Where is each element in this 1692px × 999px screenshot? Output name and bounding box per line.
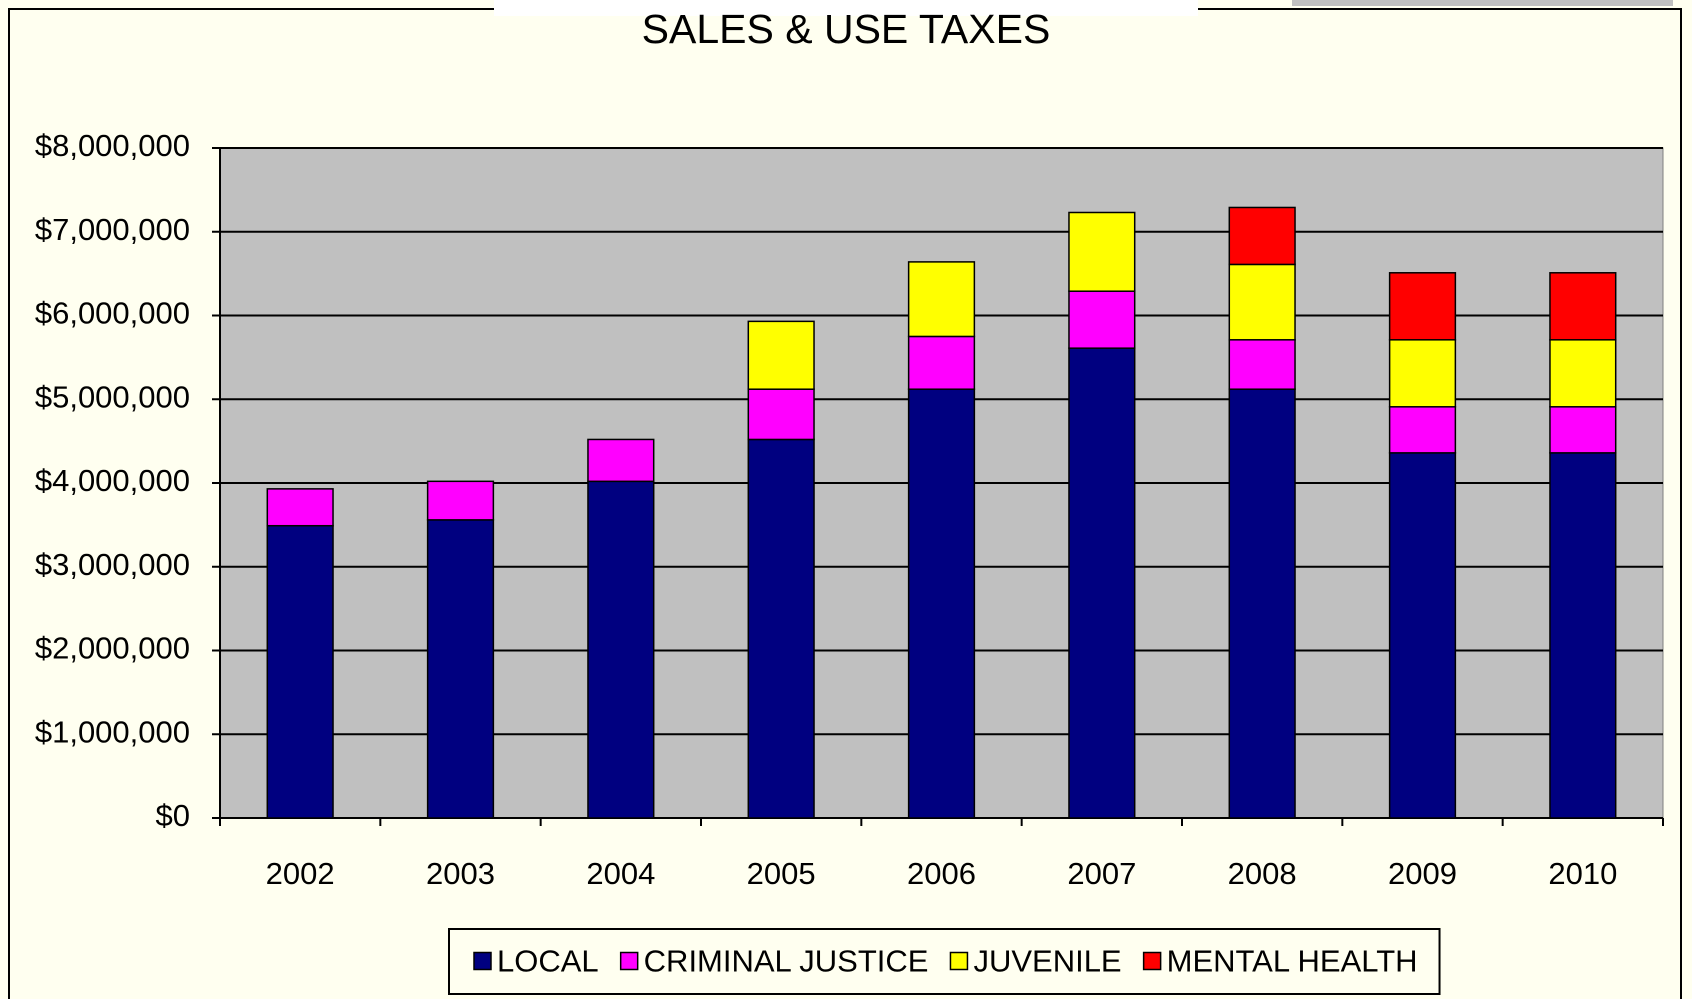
bar-segment xyxy=(1549,339,1617,408)
bar-segment xyxy=(426,480,495,521)
bar-segment xyxy=(747,438,815,819)
legend-label: MENTAL HEALTH xyxy=(1167,944,1418,979)
legend-swatch xyxy=(949,951,969,971)
x-tick-label: 2003 xyxy=(426,856,495,891)
bar-segment xyxy=(1388,339,1457,408)
x-tick-label: 2004 xyxy=(586,856,655,891)
bar-segment xyxy=(587,480,655,819)
x-tick-label: 2005 xyxy=(747,856,816,891)
bar-segment xyxy=(1388,452,1457,819)
x-tick-label: 2008 xyxy=(1228,856,1297,891)
bar-segment xyxy=(1068,347,1136,819)
bar-segment xyxy=(266,524,334,819)
bar-segment xyxy=(1549,272,1617,341)
y-tick-label: $4,000,000 xyxy=(35,463,190,498)
bar-segment xyxy=(907,261,976,338)
legend-swatch xyxy=(1142,951,1162,971)
x-tick-label: 2009 xyxy=(1388,856,1457,891)
bar-segment xyxy=(1388,406,1457,454)
corner-panel xyxy=(1292,0,1673,6)
bar-segment xyxy=(1068,290,1136,349)
x-tick-label: 2006 xyxy=(907,856,976,891)
y-tick-label: $5,000,000 xyxy=(35,379,190,414)
bar-segment xyxy=(266,488,334,527)
legend-label: JUVENILE xyxy=(973,944,1121,979)
legend-swatch xyxy=(473,951,492,971)
x-tick-label: 2007 xyxy=(1067,856,1136,891)
bar-segment xyxy=(1228,206,1296,266)
legend-label: LOCAL xyxy=(497,944,599,979)
bar-segment xyxy=(426,519,495,819)
bar-segment xyxy=(1549,452,1617,819)
y-tick-label: $1,000,000 xyxy=(35,714,190,749)
legend-swatch xyxy=(619,951,639,971)
bar-segment xyxy=(1228,339,1296,390)
bar-segment xyxy=(907,335,976,390)
y-tick-label: $7,000,000 xyxy=(35,212,190,247)
x-tick-label: 2002 xyxy=(266,856,335,891)
bar-segment xyxy=(747,388,815,441)
bar-segment xyxy=(1549,406,1617,454)
y-tick-label: $0 xyxy=(156,798,190,833)
title-box xyxy=(494,0,1198,16)
bar-segment xyxy=(1388,272,1457,341)
x-tick-label: 2010 xyxy=(1548,856,1617,891)
bar-segment xyxy=(587,438,655,483)
y-tick-label: $3,000,000 xyxy=(35,547,190,582)
bar-segment xyxy=(1228,263,1296,341)
bar-segment xyxy=(747,320,815,390)
y-tick-label: $2,000,000 xyxy=(35,631,190,666)
legend-label: CRIMINAL JUSTICE xyxy=(644,944,929,979)
bar-segment xyxy=(1068,211,1136,292)
chart-title: SALES & USE TAXES xyxy=(642,6,1051,52)
y-tick-label: $8,000,000 xyxy=(35,128,190,163)
legend-box xyxy=(448,928,1441,995)
y-tick-label: $6,000,000 xyxy=(35,296,190,331)
bar-segment xyxy=(907,388,976,819)
bar-segment xyxy=(1228,388,1296,819)
